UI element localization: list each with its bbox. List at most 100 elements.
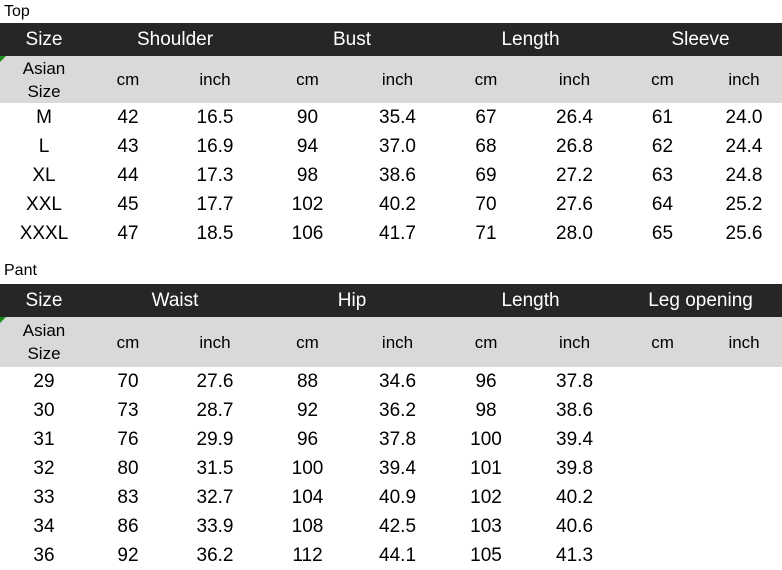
group-header: Leg opening	[619, 284, 782, 317]
measurement-cell: 96	[475, 370, 497, 392]
unit-header: inch	[706, 317, 782, 367]
measurement-cell: 42.5	[379, 515, 417, 537]
size-cell: L	[38, 135, 50, 157]
measurement-cell: 102	[470, 486, 502, 508]
header-row: Size Waist Hip Length Leg opening	[0, 284, 782, 317]
measurement-cell: 18.5	[196, 222, 234, 244]
unit-header: inch	[706, 56, 782, 103]
measurement-cell: 38.6	[556, 399, 594, 421]
table-row: 29 70 27.6 88 34.6 96 37.8	[0, 367, 782, 396]
measurement-cell: 108	[291, 515, 324, 537]
measurement-cell: 103	[470, 515, 502, 537]
measurement-cell	[619, 425, 706, 454]
top-label: Top	[4, 3, 30, 20]
measurement-cell: 47	[117, 222, 139, 244]
unit-header: cm	[262, 56, 353, 103]
table-row: L 43 16.9 94 37.0 68 26.8 62 24.4	[0, 132, 782, 161]
measurement-cell	[706, 512, 782, 541]
measurement-cell: 70	[475, 193, 497, 215]
measurement-cell: 29.9	[196, 428, 234, 450]
asian-size-text: Asian	[22, 321, 66, 340]
measurement-cell: 104	[291, 486, 324, 508]
measurement-cell: 102	[291, 193, 324, 215]
group-header: Sleeve	[619, 23, 782, 56]
measurement-cell: 80	[117, 457, 139, 479]
measurement-cell: 36.2	[196, 544, 234, 566]
asian-size-text: Size	[27, 344, 61, 363]
table-row: M 42 16.5 90 35.4 67 26.4 61 24.0	[0, 103, 782, 132]
measurement-cell: 40.6	[556, 515, 594, 537]
measurement-cell: 35.4	[379, 106, 416, 128]
unit-row: Asian Size cm inch cm inch cm inch cm inch	[0, 317, 782, 367]
measurement-cell: 71	[475, 222, 497, 244]
table-row: 31 76 29.9 96 37.8 100 39.4	[0, 425, 782, 454]
measurement-cell: 39.4	[379, 457, 417, 479]
measurement-cell: 88	[296, 370, 319, 392]
unit-header: inch	[168, 56, 262, 103]
unit-header: inch	[353, 56, 442, 103]
measurement-cell: 112	[292, 544, 323, 566]
measurement-cell: 27.6	[196, 370, 234, 392]
measurement-cell: 28.0	[556, 222, 593, 244]
measurement-cell: 34.6	[379, 370, 417, 392]
measurement-cell: 64	[651, 193, 674, 215]
unit-row: Asian Size cm inch cm inch cm inch cm inch	[0, 56, 782, 103]
measurement-cell: 24.0	[725, 106, 763, 128]
table-row: XL 44 17.3 98 38.6 69 27.2 63 24.8	[0, 161, 782, 190]
unit-header: cm	[619, 317, 707, 367]
size-cell: 33	[33, 486, 55, 508]
measurement-cell: 37.8	[556, 370, 594, 392]
measurement-cell: 28.7	[196, 399, 234, 421]
table-row: XXXL 47 18.5 106 41.7 71 28.0 65 25.6	[0, 219, 782, 248]
group-header: Hip	[262, 284, 443, 317]
asian-size-header: Asian Size	[0, 56, 88, 103]
measurement-cell: 105	[470, 544, 502, 566]
measurement-cell: 37.0	[379, 135, 416, 157]
size-cell: 32	[33, 457, 55, 479]
measurement-cell: 101	[470, 457, 502, 479]
measurement-cell	[619, 483, 706, 512]
measurement-cell: 98	[475, 399, 497, 421]
measurement-cell: 92	[296, 399, 319, 421]
measurement-cell: 43	[117, 135, 139, 157]
group-header: Shoulder	[88, 23, 262, 56]
unit-header: inch	[530, 56, 619, 103]
measurement-cell: 92	[117, 544, 139, 566]
pant-size-table: Size Waist Hip Length Leg opening Asian Size cm…	[0, 284, 782, 570]
size-cell: 34	[33, 515, 55, 537]
unit-header: cm	[442, 56, 530, 103]
size-cell: M	[36, 106, 52, 128]
pant-section: Pant Size Waist Hip Length Leg opening Asian S…	[0, 248, 782, 570]
asian-size-text: Asian	[22, 58, 66, 78]
measurement-cell	[706, 396, 782, 425]
measurement-cell: 73	[117, 399, 139, 421]
table-row: 34 86 33.9 108 42.5 103 40.6	[0, 512, 782, 541]
measurement-cell: 83	[117, 486, 139, 508]
measurement-cell: 69	[475, 164, 497, 186]
size-cell: XXXL	[19, 222, 69, 244]
measurement-cell	[706, 541, 782, 570]
measurement-cell	[706, 454, 782, 483]
measurement-cell: 32.7	[196, 486, 234, 508]
measurement-cell	[706, 367, 782, 396]
measurement-cell	[619, 454, 706, 483]
size-cell: 31	[33, 428, 55, 450]
measurement-cell: 96	[296, 428, 319, 450]
measurement-cell: 100	[470, 428, 502, 450]
measurement-cell	[619, 541, 706, 570]
pant-label: Pant	[4, 262, 37, 279]
measurement-cell: 40.2	[379, 193, 416, 215]
measurement-cell	[706, 483, 782, 512]
measurement-cell: 39.4	[556, 428, 594, 450]
unit-header: cm	[442, 317, 531, 367]
measurement-cell: 39.8	[556, 457, 594, 479]
group-header: Waist	[88, 284, 263, 317]
asian-size-header: Asian Size	[0, 317, 88, 367]
measurement-cell: 61	[651, 106, 674, 128]
measurement-cell: 44.1	[379, 544, 417, 566]
measurement-cell: 27.6	[556, 193, 593, 215]
measurement-cell	[619, 396, 706, 425]
size-cell: 30	[33, 399, 55, 421]
measurement-cell: 44	[117, 164, 139, 186]
measurement-cell: 40.9	[379, 486, 417, 508]
